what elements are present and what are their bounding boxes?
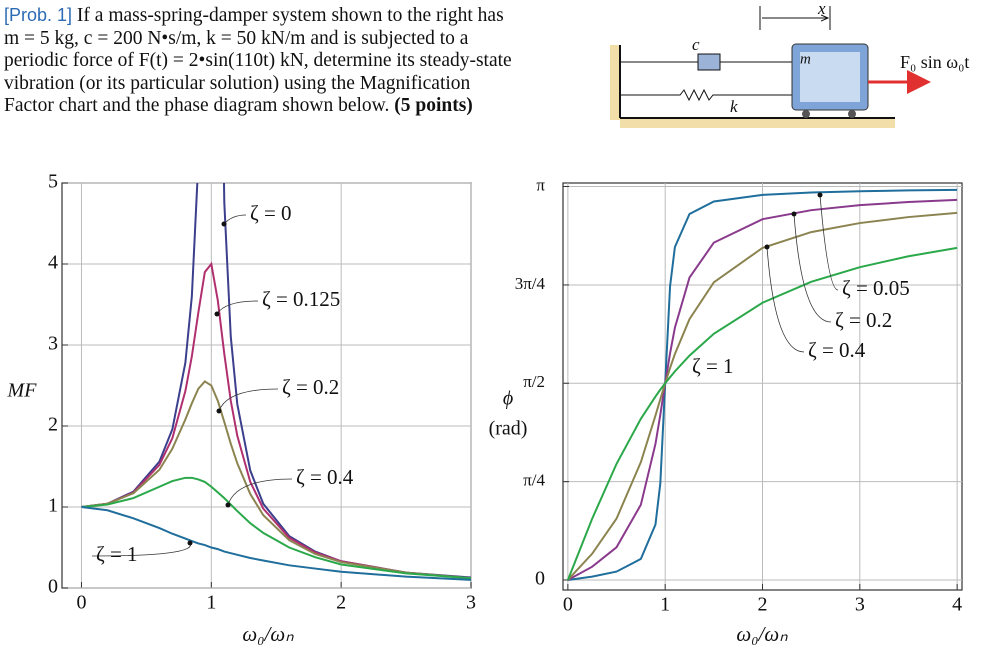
- wheel: [848, 110, 856, 118]
- damper: [697, 53, 721, 71]
- y-axis-label: ϕ: [503, 388, 513, 410]
- problem-line: Factor chart and the phase diagram shown…: [4, 95, 604, 118]
- problem-line: m = 5 kg, c = 200 N•s/m, k = 50 kN/m and…: [4, 27, 469, 49]
- x-tick-label: 3: [855, 594, 865, 616]
- annotation: ζ = 0.4: [296, 465, 354, 489]
- plot-area: [81, 183, 471, 581]
- leader-dot: [225, 502, 231, 508]
- x-tick-label: 1: [660, 594, 670, 616]
- series-line: [567, 198, 958, 581]
- annotation: ζ = 1: [692, 354, 734, 378]
- leader-dot: [221, 221, 227, 227]
- problem-label: [Prob. 1]: [4, 5, 73, 25]
- y-tick-label: 0: [535, 568, 545, 590]
- leader-line: [216, 300, 259, 315]
- problem-text: [Prob. 1] If a mass-spring-damper system…: [4, 4, 604, 118]
- wall: [610, 45, 620, 120]
- annotation: ζ = 0.4: [808, 338, 866, 362]
- series-line: [81, 261, 471, 580]
- x-tick-label: 1: [206, 592, 216, 614]
- leader-line: [91, 542, 191, 557]
- y-tick-label: 2: [48, 414, 58, 436]
- series-line: [81, 506, 471, 581]
- points: (5 points): [394, 95, 473, 116]
- series-line: [567, 188, 958, 581]
- system-diagram: c m k x F₀ sin ω₀t: [610, 0, 969, 128]
- y-tick-label: π/4: [523, 471, 545, 490]
- ground: [620, 118, 895, 128]
- y-tick-label: 3π/4: [515, 274, 546, 293]
- spring: [620, 88, 792, 102]
- series-line: [567, 211, 958, 581]
- leader-dot: [817, 192, 823, 198]
- spring-label: k: [730, 97, 738, 116]
- x-tick-label: 4: [952, 594, 962, 616]
- y-axis-unit: (rad): [489, 418, 528, 440]
- annotation: ζ = 0: [250, 201, 292, 225]
- x-axis-label: ω₀/ωₙ: [736, 622, 788, 646]
- y-axis-label: MF: [7, 380, 38, 402]
- annotation: ζ = 0.2: [835, 308, 892, 332]
- leader-line: [793, 213, 832, 323]
- mass-face: [800, 52, 860, 102]
- text: If a mass-spring-damper system shown to …: [76, 5, 504, 26]
- series-line: [81, 380, 471, 580]
- problem-line: periodic force of F(t) = 2•sin(110t) kN,…: [4, 50, 512, 71]
- y-tick-label: 4: [48, 252, 58, 274]
- text: Factor chart and the phase diagram shown…: [4, 95, 390, 116]
- series-line: [566, 246, 958, 581]
- series-line: [81, 476, 471, 580]
- y-tick-label: 5: [48, 171, 58, 193]
- annotation: ζ = 1: [96, 542, 138, 566]
- leader-dot: [214, 311, 220, 317]
- annotation: ζ = 0.2: [282, 375, 339, 399]
- problem-line: vibration (or its particular solution) u…: [4, 72, 471, 94]
- problem-line: [Prob. 1] If a mass-spring-damper system…: [4, 4, 604, 28]
- x-axis-label: ω₀/ωₙ: [242, 622, 294, 646]
- y-tick-label: 3: [48, 333, 58, 355]
- plot-frame: [61, 182, 472, 589]
- x-tick-label: 0: [76, 592, 86, 614]
- x-tick-label: 2: [336, 592, 346, 614]
- y-tick-label: π/2: [523, 372, 545, 391]
- leader-line: [819, 194, 839, 291]
- x-tick-label: 3: [466, 592, 476, 614]
- x-tick-label: 0: [563, 594, 573, 616]
- y-tick-label: 1: [48, 495, 58, 517]
- annotation: ζ = 0.125: [262, 287, 340, 311]
- x-tick-label: 2: [758, 594, 768, 616]
- x-label: x: [817, 0, 826, 18]
- leader-line: [227, 478, 293, 506]
- y-tick-label: 0: [48, 576, 58, 598]
- leader-line: [218, 388, 279, 412]
- damper-label: c: [692, 35, 700, 54]
- leader-dot: [216, 408, 222, 414]
- leader-line: [766, 246, 805, 353]
- y-tick-label: π: [536, 175, 545, 194]
- leader-dot: [187, 540, 193, 546]
- annotation: ζ = 0.05: [842, 276, 910, 300]
- wheel: [802, 110, 810, 118]
- leader-dot: [791, 211, 797, 217]
- leader-dot: [764, 244, 770, 250]
- mass-label: m: [800, 51, 811, 67]
- plot-area: [566, 188, 958, 581]
- force-label: F₀ sin ω₀t: [900, 52, 969, 72]
